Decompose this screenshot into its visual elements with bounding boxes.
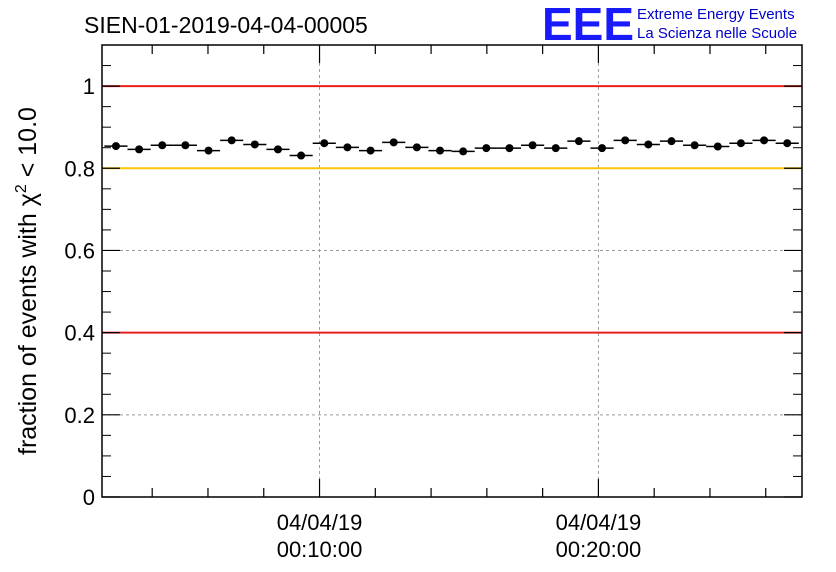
data-point <box>783 139 792 148</box>
data-point <box>760 136 769 145</box>
data-point <box>528 141 537 150</box>
data-point <box>412 143 421 152</box>
chart-title: SIEN-01-2019-04-04-00005 <box>84 12 368 38</box>
data-point <box>389 138 398 147</box>
data-point <box>736 139 745 148</box>
reference-lines <box>102 85 802 334</box>
data-point <box>690 141 699 150</box>
data-point <box>459 147 468 156</box>
logo-line1: Extreme Energy Events <box>637 6 795 23</box>
y-axis-label-sup: 2 <box>13 184 30 193</box>
data-point <box>644 140 653 149</box>
plot-frame <box>101 44 803 498</box>
data-points <box>104 136 799 160</box>
x-tick-time: 00:20:00 <box>556 537 642 562</box>
data-point <box>574 137 583 146</box>
data-point <box>273 145 282 154</box>
x-tick-date: 04/04/19 <box>556 510 642 535</box>
x-tick-date: 04/04/19 <box>277 510 363 535</box>
data-point <box>713 142 722 151</box>
data-point <box>158 141 167 150</box>
data-point <box>297 151 306 160</box>
gridlines <box>102 45 802 497</box>
data-point <box>366 146 375 155</box>
data-point <box>482 144 491 153</box>
data-point <box>667 137 676 146</box>
data-point <box>598 144 607 153</box>
data-point <box>551 144 560 153</box>
y-axis: 0 0.2 0.4 0.6 0.8 1 <box>64 65 802 510</box>
y-tick-label: 0 <box>83 485 95 510</box>
data-point <box>204 146 213 155</box>
data-point <box>111 142 120 151</box>
y-tick-label: 0.2 <box>64 403 95 428</box>
data-point <box>621 136 630 145</box>
data-point <box>343 143 352 152</box>
data-point <box>250 140 259 149</box>
data-point <box>505 144 514 153</box>
data-point <box>181 141 190 150</box>
y-tick-label: 0.6 <box>64 238 95 263</box>
y-tick-label: 1 <box>83 74 95 99</box>
data-point <box>320 139 329 148</box>
data-point <box>135 145 144 154</box>
y-tick-label: 0.4 <box>64 321 95 346</box>
y-tick-label: 0.8 <box>64 156 95 181</box>
y-axis-label-prefix: fraction of events with χ <box>14 193 42 455</box>
eee-logo: EEE Extreme Energy Events La Scienza nel… <box>542 0 797 50</box>
y-axis-label: fraction of events with χ2 < 10.0 <box>13 107 42 455</box>
x-tick-time: 00:10:00 <box>277 537 363 562</box>
logo-line2: La Scienza nelle Scuole <box>637 25 797 42</box>
data-point <box>227 136 236 145</box>
y-axis-label-suffix: < 10.0 <box>14 107 42 184</box>
data-point <box>436 146 445 155</box>
logo-letters: EEE <box>542 0 634 50</box>
